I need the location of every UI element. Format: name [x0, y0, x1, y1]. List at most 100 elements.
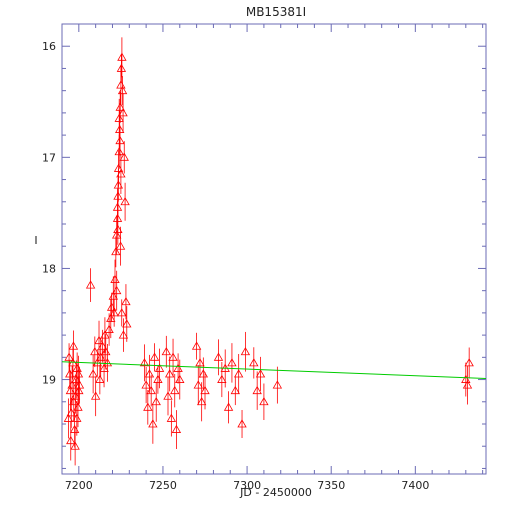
data-point — [97, 341, 108, 350]
data-point — [151, 396, 161, 406]
data-point — [146, 385, 156, 395]
data-point — [85, 280, 96, 289]
data-point — [113, 180, 124, 189]
data-point — [90, 346, 100, 356]
data-point — [237, 419, 247, 428]
data-point — [144, 369, 155, 378]
data-point — [115, 241, 126, 250]
data-point — [149, 352, 160, 361]
data-point — [72, 413, 82, 422]
plot-frame — [61, 23, 487, 475]
data-point — [120, 196, 130, 206]
y-tick-label: 18 — [42, 262, 56, 275]
data-point — [109, 308, 119, 317]
data-point — [73, 369, 84, 378]
data-point — [113, 224, 123, 233]
data-point — [117, 85, 128, 95]
data-point — [200, 385, 210, 395]
data-point — [249, 358, 259, 367]
data-point — [63, 413, 74, 422]
data-point — [223, 402, 234, 411]
data-point — [193, 380, 203, 389]
data-point — [70, 441, 80, 450]
data-point — [259, 396, 269, 406]
x-axis-ticks: 7200 7250 7300 7350 7400 — [61, 24, 484, 492]
data-point — [115, 135, 125, 145]
data-point — [230, 385, 240, 395]
data-point — [272, 380, 283, 389]
fit-line-layer — [61, 361, 487, 379]
data-point — [164, 369, 175, 378]
y-tick-label: 16 — [42, 40, 56, 53]
data-point — [66, 408, 76, 417]
data-point — [118, 330, 129, 339]
data-point — [112, 202, 123, 211]
y-axis-label: I — [34, 234, 37, 247]
data-point — [170, 385, 180, 395]
data-point — [462, 380, 473, 389]
data-point — [141, 380, 151, 389]
data-point — [117, 308, 127, 317]
data-point — [70, 391, 81, 400]
data-point — [68, 341, 79, 350]
y-tick-label: 17 — [42, 151, 56, 164]
data-point — [95, 374, 105, 383]
data-point — [90, 391, 101, 400]
data-point — [233, 369, 244, 378]
y-tick-label: 19 — [42, 374, 56, 387]
data-point — [73, 402, 83, 411]
data-point — [227, 358, 237, 367]
data-point — [240, 346, 251, 356]
data-point — [121, 296, 131, 306]
data-point — [92, 358, 103, 367]
fit-line — [61, 361, 487, 379]
data-point — [122, 319, 132, 328]
data-point — [116, 169, 126, 178]
data-point — [139, 358, 150, 367]
data-point — [116, 63, 127, 72]
data-point — [119, 152, 129, 161]
data-points-layer — [63, 37, 474, 466]
data-point — [111, 285, 122, 295]
data-point — [74, 385, 84, 395]
data-point — [168, 352, 178, 361]
x-axis-label: JD - 2450000 — [239, 486, 312, 499]
x-tick-label: 7350 — [317, 479, 345, 492]
data-point — [106, 313, 116, 322]
data-point — [114, 113, 124, 122]
data-point — [166, 413, 177, 422]
y-axis-ticks: 16 17 18 19 — [42, 23, 486, 469]
data-point — [115, 102, 125, 111]
data-point — [464, 358, 474, 367]
data-point — [143, 402, 153, 411]
data-point — [100, 330, 110, 339]
data-point — [88, 369, 98, 378]
data-point — [171, 424, 182, 433]
data-point — [102, 358, 113, 367]
data-point — [117, 52, 127, 61]
data-point — [74, 380, 85, 389]
x-tick-label: 7400 — [401, 479, 429, 492]
data-point — [111, 230, 122, 239]
data-point — [213, 352, 224, 361]
data-point — [175, 374, 185, 383]
data-point — [163, 391, 173, 400]
data-point — [161, 346, 172, 356]
data-point — [66, 435, 76, 445]
data-point — [114, 146, 124, 156]
data-point — [255, 369, 266, 378]
data-point — [217, 374, 227, 383]
data-point — [64, 352, 74, 361]
data-point — [148, 419, 158, 428]
data-point — [196, 396, 207, 406]
data-point — [191, 341, 202, 350]
chart-title: MB15381I — [246, 5, 306, 19]
data-point — [195, 358, 205, 367]
x-tick-label: 7300 — [233, 479, 261, 492]
data-point — [154, 363, 165, 372]
x-tick-label: 7250 — [149, 479, 177, 492]
data-point — [118, 108, 128, 117]
x-tick-label: 7200 — [65, 479, 93, 492]
